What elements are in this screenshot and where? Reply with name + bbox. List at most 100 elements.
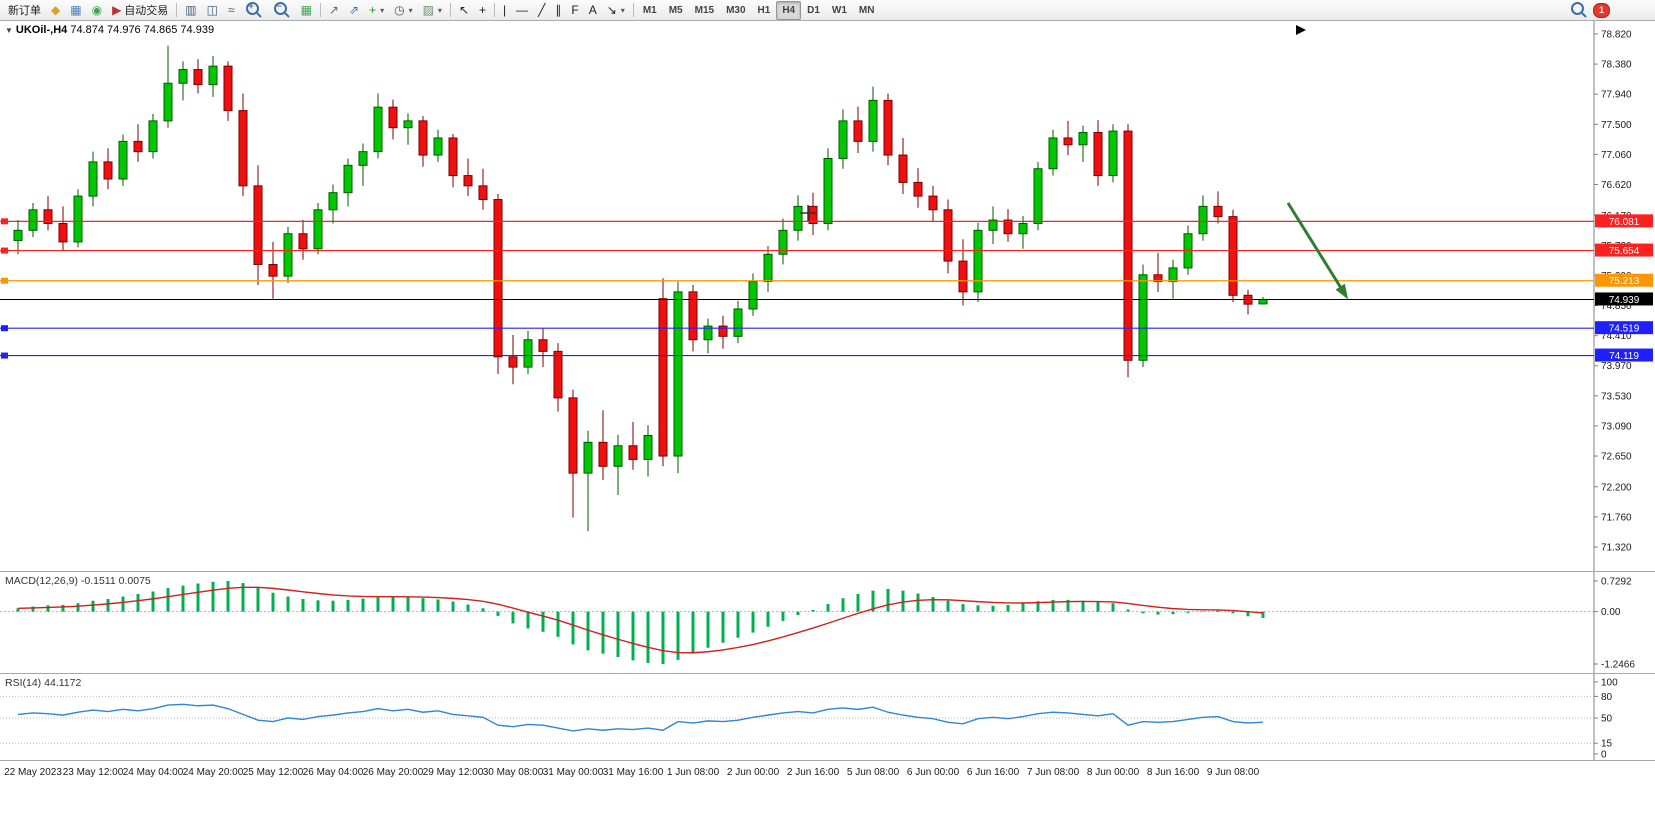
main-price-chart[interactable]: 78.82078.38077.94077.50077.06076.62076.1… — [0, 21, 1655, 571]
horizontal-line[interactable] — [0, 352, 1594, 359]
horizontal-line[interactable] — [0, 247, 1594, 254]
svg-text:77.500: 77.500 — [1601, 120, 1632, 131]
line-chart-button[interactable]: ≈ — [223, 1, 240, 20]
panel-splitter[interactable] — [0, 571, 1655, 572]
market-watch-icon[interactable]: ▦ — [65, 1, 86, 20]
notification-badge[interactable]: 1 — [1593, 2, 1610, 18]
current-price-line: 74.939 — [0, 292, 1653, 306]
horizontal-line-button[interactable]: — — [511, 1, 533, 20]
zoom-out-button[interactable]: − — [268, 1, 296, 20]
svg-text:78.380: 78.380 — [1601, 60, 1632, 71]
timeframe-m15-button[interactable]: M15 — [694, 4, 715, 16]
svg-text:71.320: 71.320 — [1601, 543, 1632, 554]
bar-chart-button[interactable]: ▥ — [180, 1, 201, 20]
candlestick-chart-button[interactable]: ◫ — [202, 1, 223, 20]
svg-text:31 May 00:00: 31 May 00:00 — [543, 767, 604, 778]
svg-text:8 Jun 16:00: 8 Jun 16:00 — [1147, 767, 1200, 778]
svg-text:74.119: 74.119 — [1609, 351, 1639, 362]
add-indicator-icon: + — [369, 2, 377, 17]
price-badge: 74.519 — [1595, 321, 1653, 335]
crosshair-icon: + — [479, 2, 487, 17]
autotrading-button-label: 自动交易 — [124, 5, 169, 17]
templates-button[interactable]: ▨ ▾ — [418, 1, 447, 20]
arrows-button[interactable]: ↘ ▾ — [602, 1, 630, 20]
cursor-button[interactable]: ↖ — [454, 1, 474, 20]
channel-icon: ∥ — [555, 2, 562, 17]
svg-text:73.530: 73.530 — [1601, 391, 1632, 402]
timeframe-m30-button[interactable]: M30 — [726, 4, 746, 16]
timeframe-w1-button[interactable]: W1 — [831, 4, 847, 16]
community-icon[interactable]: ◉ — [87, 1, 107, 20]
add-indicator-button[interactable]: + ▾ — [364, 1, 389, 20]
macd-panel[interactable]: 0.7292 0.00 -1.2466 — [0, 572, 1655, 673]
indicator-list-icon: ⇗ — [348, 2, 360, 17]
chart-title: ▼ UKOil-,H4 74.874 74.976 74.865 74.939 — [5, 24, 214, 36]
zoom-in-button[interactable]: + — [240, 1, 268, 20]
svg-text:9 Jun 08:00: 9 Jun 08:00 — [1207, 767, 1260, 778]
timeframe-h1-button[interactable]: H1 — [757, 4, 771, 16]
timeframe-m5-button[interactable]: M5 — [668, 4, 683, 16]
autotrading-button[interactable]: ▶ 自动交易 — [107, 1, 173, 20]
svg-text:7 Jun 08:00: 7 Jun 08:00 — [1027, 767, 1080, 778]
periods-button[interactable]: ◷ ▾ — [389, 1, 418, 20]
svg-text:24 May 20:00: 24 May 20:00 — [183, 767, 244, 778]
svg-text:26 May 20:00: 26 May 20:00 — [363, 767, 424, 778]
autotrading-icon: ▶ — [112, 2, 122, 17]
svg-text:15: 15 — [1601, 739, 1613, 750]
chart-window[interactable]: 78.82078.38077.94077.50077.06076.62076.1… — [0, 21, 1655, 783]
svg-text:74.939: 74.939 — [1609, 295, 1640, 306]
templates-icon: ▨ — [422, 2, 434, 17]
horizontal-line[interactable] — [0, 218, 1594, 225]
new-order-button[interactable]: 新订单 — [3, 1, 46, 20]
svg-text:23 May 12:00: 23 May 12:00 — [63, 767, 124, 778]
svg-text:-1.2466: -1.2466 — [1601, 660, 1635, 671]
svg-text:0: 0 — [1601, 750, 1607, 761]
dropdown-arrow-icon: ▾ — [408, 5, 413, 15]
crosshair-button[interactable]: + — [474, 1, 491, 20]
fibonacci-button[interactable]: F — [566, 1, 583, 20]
indicator-list-button[interactable]: ⇗ — [344, 1, 364, 20]
collapse-icon[interactable]: ▼ — [5, 26, 13, 35]
macd-axis-ticks: 0.7292 0.00 -1.2466 — [1594, 577, 1635, 671]
svg-text:5 Jun 08:00: 5 Jun 08:00 — [847, 767, 900, 778]
svg-text:8 Jun 00:00: 8 Jun 00:00 — [1087, 767, 1140, 778]
macd-signal-line — [17, 586, 1264, 654]
svg-text:74.519: 74.519 — [1609, 324, 1640, 335]
trendline-button[interactable]: ╱ — [533, 1, 550, 20]
timeframe-m1-button[interactable]: M1 — [642, 4, 657, 16]
vertical-line-button[interactable]: | — [498, 1, 511, 20]
dropdown-arrow-icon: ▾ — [437, 5, 442, 15]
svg-text:31 May 16:00: 31 May 16:00 — [603, 767, 664, 778]
panel-splitter[interactable] — [0, 760, 1655, 761]
macd-signal-value: 0.0075 — [118, 575, 151, 587]
zoom-in-button-icon: + — [245, 1, 259, 15]
metaquotes-icon[interactable]: ◆ — [46, 1, 65, 20]
timeframe-h4-button[interactable]: H4 — [776, 0, 802, 20]
trend-arrow-annotation[interactable] — [1286, 202, 1349, 300]
horizontal-line[interactable] — [0, 277, 1594, 284]
svg-text:77.940: 77.940 — [1601, 90, 1632, 101]
price-badge: 76.081 — [1595, 214, 1653, 228]
svg-text:26 May 04:00: 26 May 04:00 — [303, 767, 364, 778]
time-axis-labels: 22 May 2023 23 May 12:00 24 May 04:00 24 Ma… — [4, 767, 1259, 778]
timeframe-mn-button[interactable]: MN — [858, 4, 875, 16]
zoom-in-button-sign: + — [248, 1, 254, 11]
toolbar-separator — [494, 3, 496, 17]
search-button[interactable] — [1565, 1, 1593, 20]
horizontal-line[interactable] — [0, 325, 1594, 332]
rsi-panel[interactable]: 100 80 50 150 — [0, 674, 1655, 760]
toolbar-separator — [176, 3, 178, 17]
time-axis[interactable]: 22 May 2023 23 May 12:00 24 May 04:00 24 Ma… — [0, 761, 1655, 783]
rsi-value: 44.1172 — [44, 677, 82, 689]
svg-text:0.00: 0.00 — [1601, 607, 1621, 618]
svg-text:74.410: 74.410 — [1601, 331, 1632, 342]
line-chart-icon: ≈ — [227, 2, 235, 17]
tile-windows-icon: ▦ — [300, 2, 312, 17]
indicators-button[interactable]: ↗ — [324, 1, 344, 20]
text-button[interactable]: A — [584, 1, 602, 20]
timeframe-d1-button[interactable]: D1 — [807, 4, 820, 16]
tile-windows-button[interactable]: ▦ — [296, 1, 317, 20]
channel-button[interactable]: ∥ — [550, 1, 566, 20]
price-shift-marker[interactable] — [1296, 25, 1306, 35]
panel-splitter[interactable] — [0, 673, 1655, 674]
